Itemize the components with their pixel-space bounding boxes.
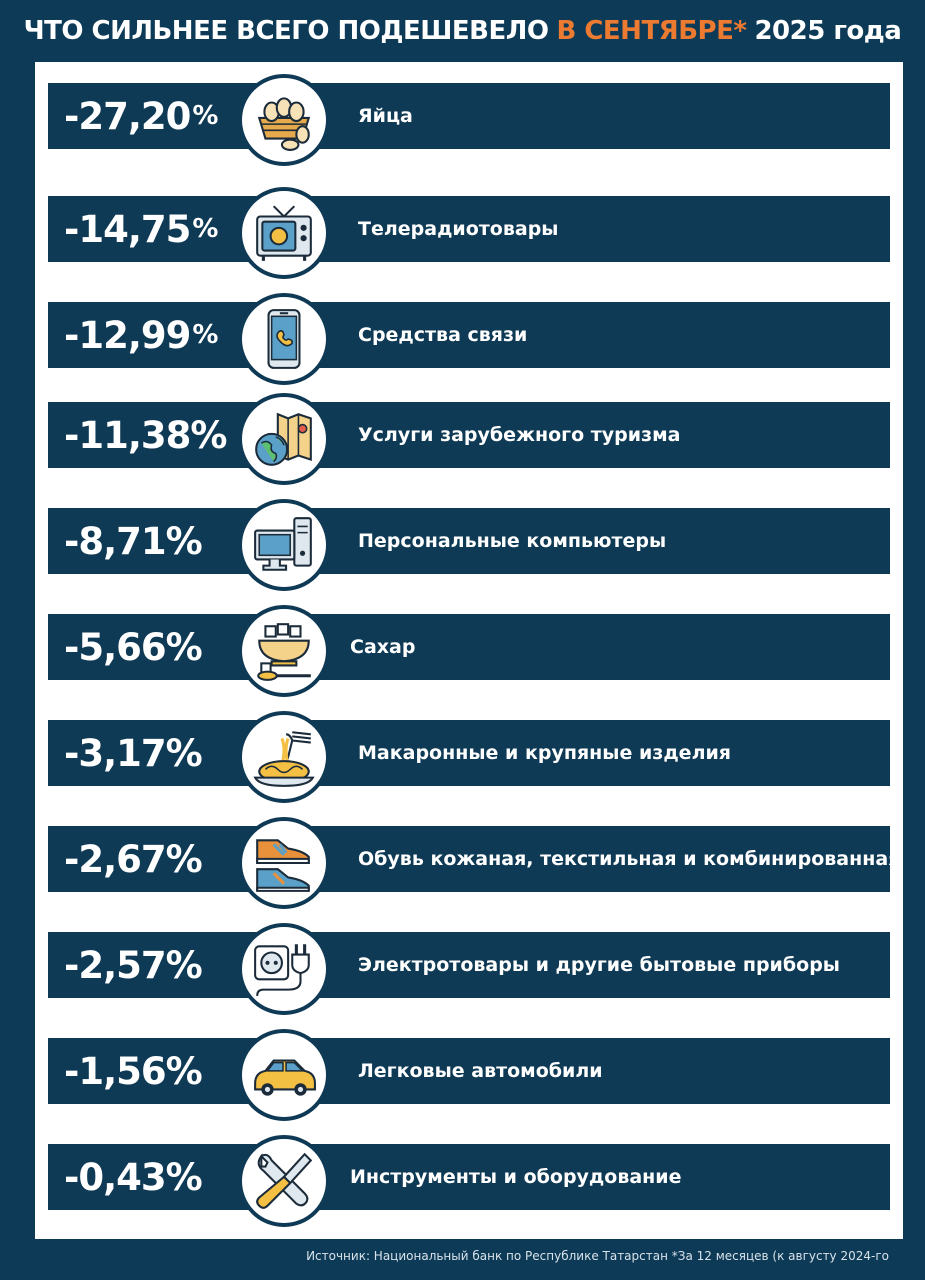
list-item: -11,38% Услуги зарубежного туризма: [48, 393, 890, 485]
percent-value: -2,57%: [64, 943, 203, 987]
title-part-2: 2025 года: [754, 16, 902, 46]
item-label: Услуги зарубежного туризма: [358, 424, 681, 446]
phone-icon: [238, 293, 330, 385]
item-label: Средства связи: [358, 324, 528, 346]
list-item: -1,56% Легковые автомобили: [48, 1029, 890, 1121]
item-label: Сахар: [350, 636, 416, 658]
list-item: -3,17% Макаронные и крупяные изделия: [48, 711, 890, 803]
item-label: Макаронные и крупяные изделия: [358, 742, 731, 764]
list-item: -8,71% Персональные компьютеры: [48, 499, 890, 591]
item-label: Телерадиотовары: [358, 218, 559, 240]
title-accent: В СЕНТЯБРЕ*: [556, 16, 747, 46]
shoes-icon: [238, 817, 330, 909]
item-label: Электротовары и другие бытовые приборы: [358, 954, 840, 976]
list-item: -27,20% Яйца: [48, 74, 890, 166]
percent-value: -3,17%: [64, 731, 203, 775]
list-item: -2,67% Обувь кожаная, текстильная и комб…: [48, 817, 900, 909]
percent-value: -11,38%: [64, 413, 227, 457]
list-item: -12,99% Средства связи: [48, 293, 890, 385]
sugar-bowl-icon: [238, 605, 330, 697]
percent-value: -27,20%: [64, 94, 218, 138]
list-item: -5,66% Сахар: [48, 605, 890, 697]
percent-value: -8,71%: [64, 519, 203, 563]
content-panel: -27,20% Яйца -14,75%: [35, 62, 903, 1239]
item-label: Легковые автомобили: [358, 1060, 603, 1082]
eggs-icon: [238, 74, 330, 166]
source-note: Источник: Национальный банк по Республик…: [306, 1249, 889, 1263]
socket-plug-icon: [238, 923, 330, 1015]
item-label: Яйца: [358, 105, 413, 127]
tools-icon: [238, 1135, 330, 1227]
globe-map-icon: [238, 393, 330, 485]
percent-value: -5,66%: [64, 625, 203, 669]
list-item: -0,43% Инструменты и оборудование: [48, 1135, 890, 1227]
percent-value: -2,67%: [64, 837, 203, 881]
item-label: Персональные компьютеры: [358, 530, 667, 552]
percent-value: -14,75%: [64, 207, 218, 251]
percent-value: -0,43%: [64, 1155, 203, 1199]
percent-value: -1,56%: [64, 1049, 203, 1093]
item-label: Инструменты и оборудование: [350, 1166, 682, 1188]
car-icon: [238, 1029, 330, 1121]
item-label: Обувь кожаная, текстильная и комбинирова…: [358, 848, 901, 870]
page-title: ЧТО СИЛЬНЕЕ ВСЕГО ПОДЕШЕВЕЛО В СЕНТЯБРЕ*…: [0, 0, 925, 62]
list-item: -14,75% Телерадиотовары: [48, 187, 890, 279]
computer-icon: [238, 499, 330, 591]
percent-value: -12,99%: [64, 313, 218, 357]
tv-icon: [238, 187, 330, 279]
title-part-1: ЧТО СИЛЬНЕЕ ВСЕГО ПОДЕШЕВЕЛО: [23, 16, 549, 46]
list-item: -2,57% Электротовары и другие бытовые пр…: [48, 923, 890, 1015]
pasta-icon: [238, 711, 330, 803]
